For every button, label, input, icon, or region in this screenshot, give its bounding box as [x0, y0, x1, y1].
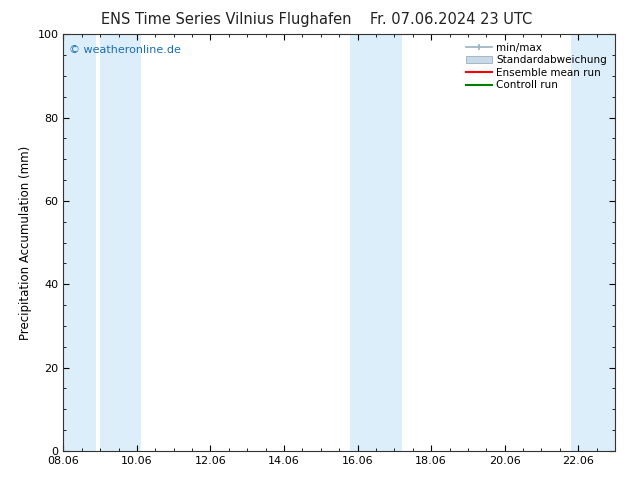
Text: ENS Time Series Vilnius Flughafen    Fr. 07.06.2024 23 UTC: ENS Time Series Vilnius Flughafen Fr. 07… — [101, 12, 533, 27]
Legend: min/max, Standardabweichung, Ensemble mean run, Controll run: min/max, Standardabweichung, Ensemble me… — [463, 40, 610, 94]
Bar — [350, 34, 402, 451]
Bar — [100, 34, 141, 451]
Bar — [63, 34, 96, 451]
Bar — [571, 34, 615, 451]
Y-axis label: Precipitation Accumulation (mm): Precipitation Accumulation (mm) — [19, 146, 32, 340]
Text: © weatheronline.de: © weatheronline.de — [69, 45, 181, 55]
